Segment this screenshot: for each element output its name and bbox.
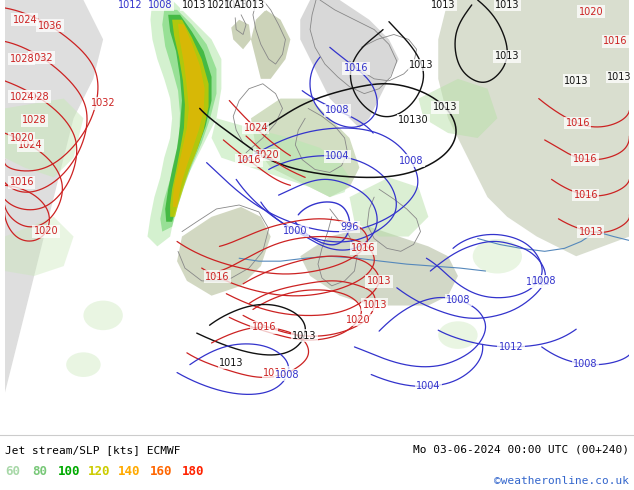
Text: 1008: 1008 [325,105,350,115]
Text: 1013: 1013 [431,0,455,10]
Text: 1020: 1020 [34,226,58,236]
Text: 1016: 1016 [344,63,368,73]
Text: 1013: 1013 [263,368,288,377]
Text: 120: 120 [88,465,110,478]
Text: 1024: 1024 [18,140,43,150]
Text: 10130: 10130 [398,115,429,125]
Text: 1008: 1008 [148,0,172,10]
Text: 1008: 1008 [399,156,423,166]
Text: 1004: 1004 [416,381,441,392]
Text: 1032: 1032 [29,52,54,63]
Ellipse shape [438,321,477,349]
Text: 140: 140 [118,465,141,478]
Ellipse shape [84,300,123,330]
Text: 1008: 1008 [446,295,470,305]
Text: 180: 180 [182,465,205,478]
Text: 1013: 1013 [495,0,519,10]
Text: 1013: 1013 [292,331,316,341]
Ellipse shape [66,352,101,377]
Text: 160: 160 [150,465,172,478]
Text: 1020: 1020 [254,150,279,160]
Text: 1012: 1012 [119,0,143,10]
Text: 1016: 1016 [252,322,276,332]
Text: 1016: 1016 [604,36,628,47]
Text: 1013: 1013 [224,0,249,10]
Text: 60: 60 [5,465,20,478]
Text: 1016: 1016 [10,177,34,187]
Polygon shape [4,217,74,276]
Text: 1013: 1013 [410,60,434,70]
Text: 1016: 1016 [573,154,597,164]
Text: 1020: 1020 [10,133,34,143]
Text: 1016: 1016 [205,272,230,282]
Text: 1024: 1024 [13,15,37,24]
Polygon shape [301,0,399,128]
Text: 1028: 1028 [10,54,34,64]
Text: Jet stream/SLP [kts] ECMWF: Jet stream/SLP [kts] ECMWF [5,445,181,455]
Polygon shape [4,0,103,394]
Polygon shape [170,20,209,217]
Polygon shape [4,98,84,177]
Polygon shape [148,0,221,246]
Text: 1013: 1013 [367,276,391,286]
Text: 1020: 1020 [579,7,604,17]
Text: 1013: 1013 [219,358,243,368]
Polygon shape [231,20,251,49]
Polygon shape [212,118,349,197]
Text: 1028: 1028 [25,92,49,101]
Text: 1028: 1028 [22,115,47,125]
Text: 1013: 1013 [579,226,603,237]
Text: 1013: 1013 [432,102,457,112]
Text: 1020: 1020 [207,0,232,10]
Text: 1008: 1008 [573,359,598,369]
Polygon shape [173,24,205,207]
Polygon shape [438,0,630,256]
Polygon shape [251,10,290,79]
Text: 1013: 1013 [607,72,632,82]
Text: 1016: 1016 [566,118,590,128]
Polygon shape [160,10,216,232]
Text: 80: 80 [32,465,47,478]
Text: 1013: 1013 [495,51,519,61]
Text: 1008: 1008 [275,370,299,380]
Text: 1012: 1012 [498,342,523,352]
Polygon shape [301,227,458,306]
Text: 1012: 1012 [526,277,550,287]
Text: 1013: 1013 [564,76,588,86]
Text: 1013: 1013 [181,0,206,10]
Text: 1016: 1016 [574,190,598,200]
Text: 1020: 1020 [346,315,370,325]
Text: 1016: 1016 [351,244,376,253]
Text: 1013: 1013 [363,299,387,310]
Text: A1013: A1013 [233,0,264,10]
Text: 1004: 1004 [325,151,349,161]
Text: 1036: 1036 [38,21,62,31]
Ellipse shape [473,239,522,273]
Text: Mo 03-06-2024 00:00 UTC (00+240): Mo 03-06-2024 00:00 UTC (00+240) [413,445,629,455]
Polygon shape [251,98,359,197]
Text: 1008: 1008 [533,276,557,286]
Text: 100: 100 [58,465,81,478]
Text: 1024: 1024 [243,123,268,133]
Text: 1032: 1032 [91,98,116,108]
Text: 996: 996 [340,222,359,232]
Polygon shape [418,79,497,138]
Text: ©weatheronline.co.uk: ©weatheronline.co.uk [494,476,629,486]
Polygon shape [349,177,429,237]
Text: 1000: 1000 [283,226,308,236]
Polygon shape [177,207,271,295]
Text: 1024: 1024 [10,92,34,101]
Polygon shape [165,15,212,222]
Text: 1016: 1016 [236,155,261,166]
